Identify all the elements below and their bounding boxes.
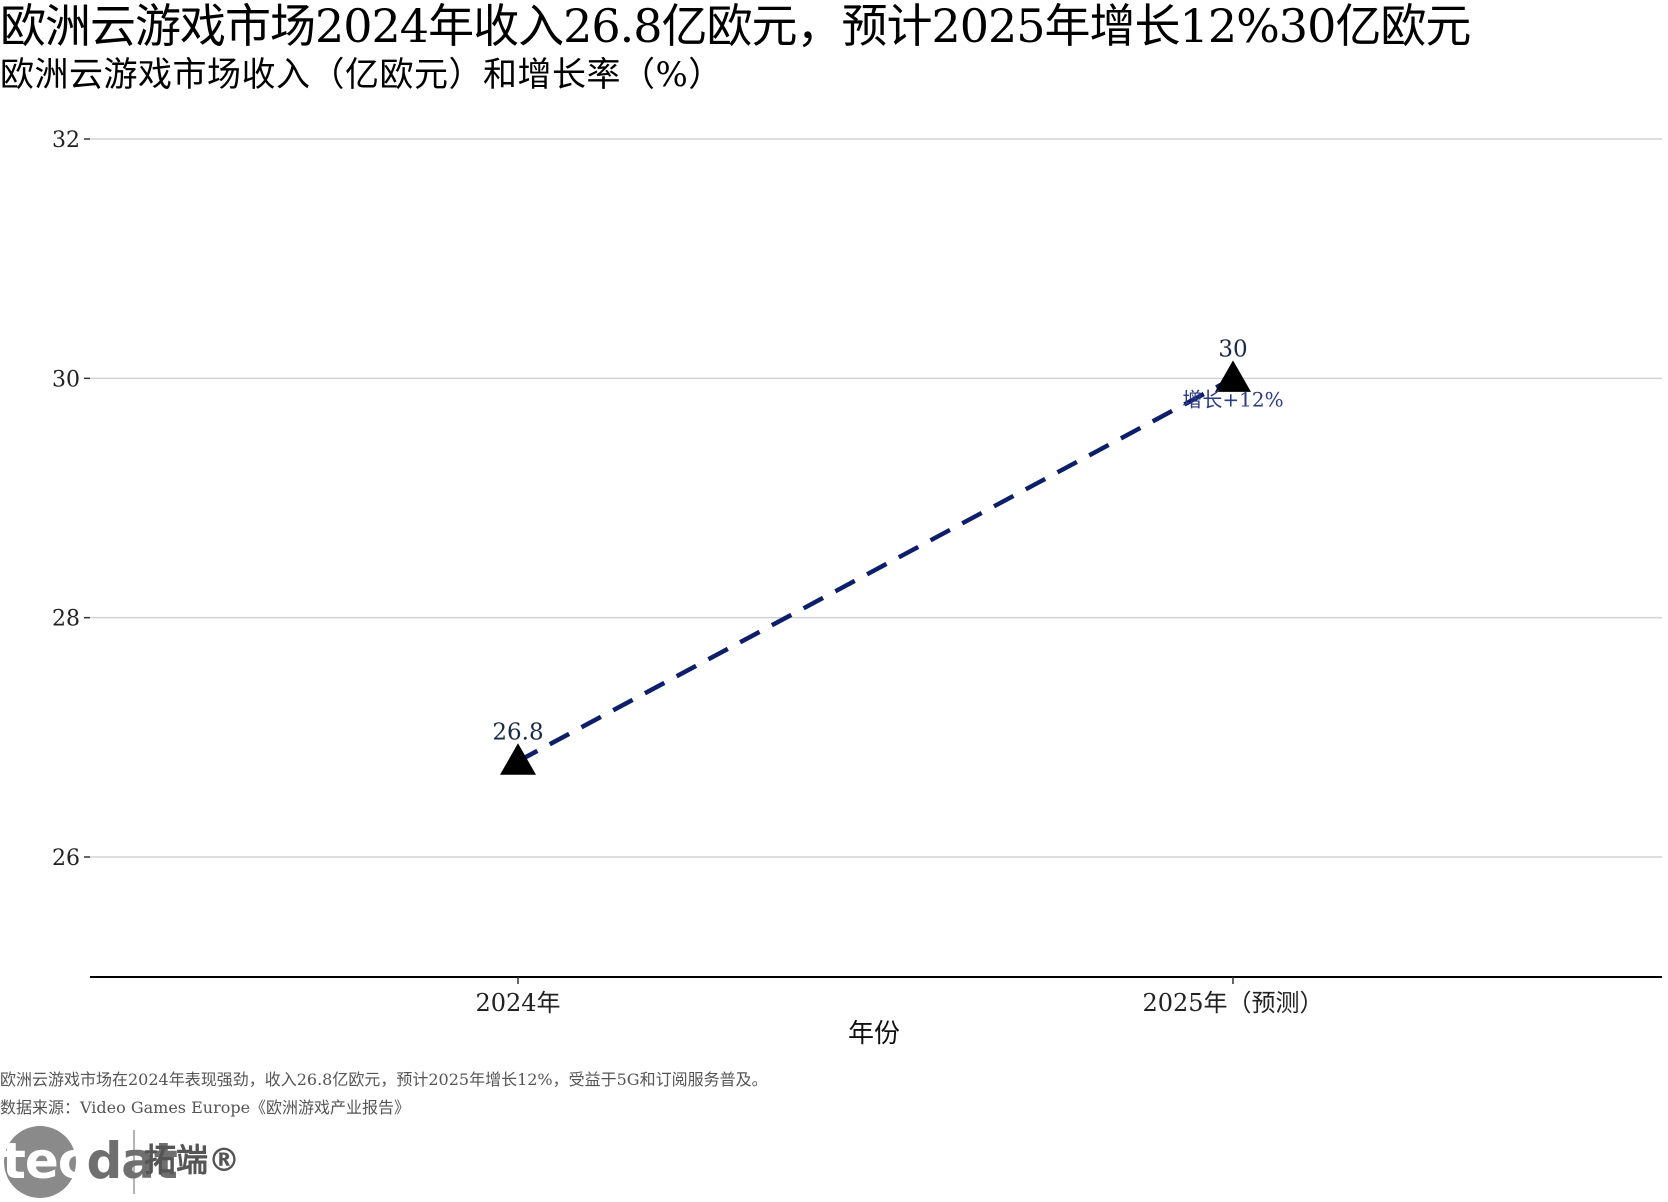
y-tick-label: 30 — [52, 367, 80, 392]
series-line — [516, 376, 1235, 764]
x-tick-label: 2025年（预测） — [1142, 989, 1323, 1017]
data-label: 30 — [1218, 336, 1247, 362]
chart-subtitle: 欧洲云游戏市场收入（亿欧元）和增长率（%） — [0, 55, 723, 95]
growth-annotation: 增长+12% — [1182, 387, 1283, 411]
chart-caption: 欧洲云游戏市场在2024年表现强劲，收入26.8亿欧元，预计2025年增长12%… — [0, 1070, 768, 1089]
data-label: 26.8 — [492, 719, 543, 745]
y-tick-label: 28 — [52, 607, 80, 632]
x-axis-title: 年份 — [848, 1019, 900, 1049]
logo-graphic — [4, 1126, 135, 1198]
line-chart: 26 28 30 32 2024年 2025年（预测） 年份 26.8 30 增长+12% — [52, 128, 1662, 1049]
tecdat-logo: tecdat 拓端® — [2, 1124, 242, 1200]
y-tick-label: 26 — [52, 846, 80, 871]
x-tick-label: 2024年 — [475, 989, 560, 1017]
y-tick-label: 32 — [52, 128, 80, 153]
data-point-marker — [500, 743, 536, 775]
data-point-marker — [1215, 360, 1251, 392]
chart-title: 欧洲云游戏市场2024年收入26.8亿欧元，预计2025年增长12%30亿欧元 — [0, 0, 1471, 53]
logo-text-zh: 拓端® — [144, 1141, 241, 1179]
data-source: 数据来源：Video Games Europe《欧洲游戏产业报告》 — [0, 1098, 411, 1117]
logo-text-en: tecdat — [2, 1132, 178, 1190]
